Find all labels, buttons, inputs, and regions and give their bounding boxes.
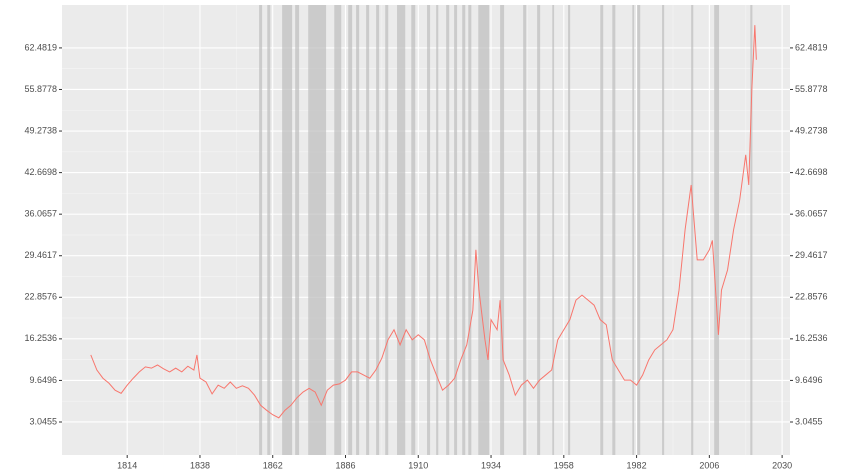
y-tick-label: 22.8576 — [24, 292, 57, 302]
shaded-period — [637, 5, 641, 455]
shaded-period — [308, 5, 327, 455]
y-tick-label: 3.0455 — [29, 416, 57, 426]
x-tick-label: 2030 — [772, 460, 792, 470]
shaded-period — [523, 5, 527, 455]
x-tick-label: 2006 — [699, 460, 719, 470]
x-tick-label: 1886 — [335, 460, 355, 470]
y-tick-label: 49.2738 — [24, 125, 57, 135]
shaded-period — [356, 5, 360, 455]
y2-tick-label: 22.8576 — [795, 292, 828, 302]
shaded-period — [750, 5, 753, 455]
y2-tick-label: 42.6698 — [795, 167, 828, 177]
x-tick-label: 1958 — [554, 460, 574, 470]
y-tick-label: 36.0657 — [24, 209, 57, 219]
shaded-period — [446, 5, 450, 455]
shaded-period — [714, 5, 720, 455]
shaded-period — [632, 5, 635, 455]
series-line — [90, 25, 757, 419]
shaded-period — [411, 5, 416, 455]
x-tick-label: 1982 — [627, 460, 647, 470]
shaded-period — [691, 5, 694, 455]
shaded-period — [385, 5, 389, 455]
y2-tick-label: 62.4819 — [795, 42, 828, 52]
y2-tick-label: 16.2536 — [795, 333, 828, 343]
shaded-period — [454, 5, 458, 455]
shaded-period — [612, 5, 616, 455]
x-tick-label: 1934 — [481, 460, 501, 470]
x-tick-label: 1814 — [117, 460, 137, 470]
y2-tick-label: 49.2738 — [795, 125, 828, 135]
y2-tick-label: 55.8778 — [795, 84, 828, 94]
shaded-period — [397, 5, 406, 455]
y-tick-label: 62.4819 — [24, 42, 57, 52]
shaded-period — [436, 5, 439, 455]
x-tick-label: 1910 — [408, 460, 428, 470]
x-tick-label: 1838 — [190, 460, 210, 470]
x-tick-label: 1862 — [263, 460, 283, 470]
shaded-period — [468, 5, 472, 455]
shaded-period — [500, 5, 505, 455]
y2-tick-label: 3.0455 — [795, 416, 823, 426]
shaded-period — [376, 5, 380, 455]
shaded-period — [568, 5, 571, 455]
shaded-period — [427, 5, 431, 455]
shaded-period — [537, 5, 541, 455]
shaded-period — [662, 5, 665, 455]
y2-tick-label: 36.0657 — [795, 209, 828, 219]
shaded-period — [366, 5, 370, 455]
y-tick-label: 16.2536 — [24, 333, 57, 343]
y2-tick-label: 29.4617 — [795, 250, 828, 260]
shaded-period — [267, 5, 271, 455]
shaded-period — [478, 5, 490, 455]
y-tick-label: 9.6496 — [29, 375, 57, 385]
plot-panel — [62, 5, 790, 455]
shaded-period — [348, 5, 353, 455]
shaded-period — [600, 5, 604, 455]
y2-tick-label: 9.6496 — [795, 375, 823, 385]
y-tick-label: 42.6698 — [24, 167, 57, 177]
shaded-period — [334, 5, 342, 455]
shaded-period — [282, 5, 293, 455]
y-tick-label: 29.4617 — [24, 250, 57, 260]
shaded-period — [295, 5, 300, 455]
shaded-period — [552, 5, 555, 455]
shaded-period — [259, 5, 263, 455]
shaded-period — [462, 5, 466, 455]
y-tick-label: 55.8778 — [24, 84, 57, 94]
